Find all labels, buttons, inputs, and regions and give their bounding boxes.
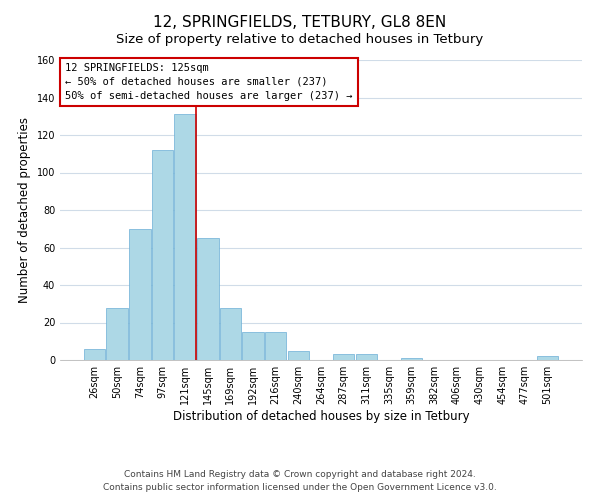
Bar xyxy=(356,354,377,360)
Text: Size of property relative to detached houses in Tetbury: Size of property relative to detached ho… xyxy=(116,32,484,46)
Bar xyxy=(175,114,196,360)
Bar xyxy=(152,150,173,360)
Y-axis label: Number of detached properties: Number of detached properties xyxy=(18,117,31,303)
Bar xyxy=(537,356,558,360)
Text: 12, SPRINGFIELDS, TETBURY, GL8 8EN: 12, SPRINGFIELDS, TETBURY, GL8 8EN xyxy=(154,15,446,30)
Bar xyxy=(129,229,151,360)
Bar xyxy=(333,354,355,360)
Bar xyxy=(220,308,241,360)
Text: Contains HM Land Registry data © Crown copyright and database right 2024.
Contai: Contains HM Land Registry data © Crown c… xyxy=(103,470,497,492)
Bar xyxy=(401,358,422,360)
Text: 12 SPRINGFIELDS: 125sqm
← 50% of detached houses are smaller (237)
50% of semi-d: 12 SPRINGFIELDS: 125sqm ← 50% of detache… xyxy=(65,63,353,101)
X-axis label: Distribution of detached houses by size in Tetbury: Distribution of detached houses by size … xyxy=(173,410,469,423)
Bar xyxy=(197,238,218,360)
Bar xyxy=(106,308,128,360)
Bar xyxy=(265,332,286,360)
Bar xyxy=(242,332,264,360)
Bar xyxy=(287,350,309,360)
Bar xyxy=(84,349,105,360)
